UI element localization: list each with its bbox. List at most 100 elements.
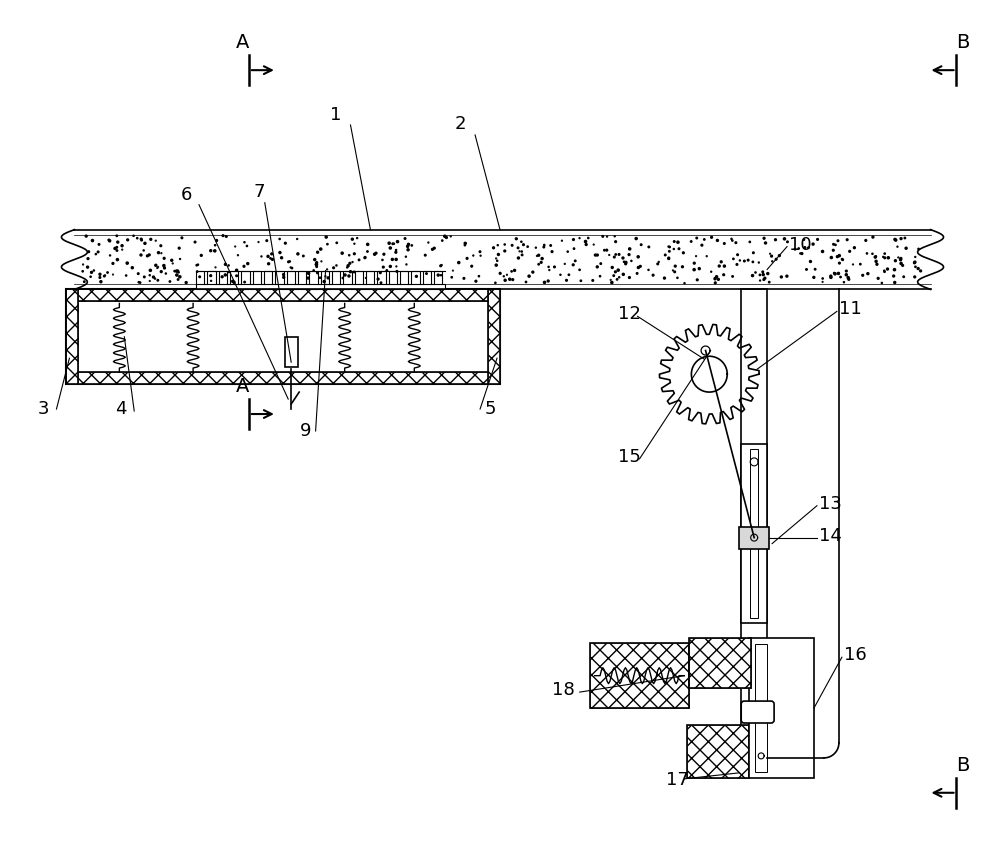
Point: [675, 246, 691, 260]
Point: [342, 265, 358, 279]
Point: [606, 251, 622, 264]
Point: [420, 235, 436, 249]
Point: [531, 257, 547, 271]
Point: [418, 267, 434, 280]
Point: [674, 260, 690, 273]
Point: [148, 234, 164, 247]
Point: [379, 264, 395, 278]
Point: [907, 260, 923, 273]
Point: [170, 264, 186, 278]
Point: [810, 233, 826, 246]
Point: [148, 258, 164, 272]
Point: [829, 250, 845, 263]
Point: [316, 275, 332, 289]
Point: [328, 259, 344, 273]
Point: [609, 273, 625, 286]
Point: [404, 239, 420, 252]
Point: [505, 273, 521, 286]
Point: [907, 256, 923, 269]
Text: B: B: [956, 756, 969, 775]
Point: [536, 238, 552, 252]
Point: [150, 273, 166, 287]
Point: [529, 249, 545, 262]
Point: [815, 275, 831, 289]
Point: [360, 238, 376, 252]
Point: [374, 253, 390, 267]
Point: [656, 271, 672, 284]
Point: [732, 254, 748, 268]
Point: [755, 265, 771, 279]
Point: [301, 267, 317, 280]
Point: [800, 241, 816, 254]
Point: [552, 268, 568, 282]
Point: [236, 235, 252, 249]
Point: [156, 259, 172, 273]
Point: [586, 238, 602, 252]
Point: [203, 244, 219, 257]
Point: [345, 255, 361, 268]
Point: [143, 233, 159, 246]
Point: [84, 266, 100, 279]
Point: [424, 242, 440, 256]
Point: [307, 253, 323, 267]
Point: [798, 262, 814, 276]
Point: [290, 247, 306, 261]
Point: [444, 271, 460, 284]
Point: [490, 239, 506, 252]
Text: 4: 4: [116, 400, 127, 418]
Point: [910, 262, 926, 275]
Point: [417, 248, 433, 262]
Point: [595, 230, 611, 243]
Text: 11: 11: [839, 300, 862, 318]
Point: [745, 269, 761, 283]
Text: 2: 2: [454, 115, 466, 133]
Bar: [750, 449, 758, 619]
Point: [473, 249, 489, 262]
Point: [806, 271, 822, 284]
Point: [606, 269, 622, 283]
Text: 16: 16: [844, 647, 867, 664]
Point: [400, 240, 416, 253]
Point: [896, 270, 912, 284]
Point: [284, 262, 300, 275]
Text: A: A: [236, 33, 250, 52]
Bar: [687, 725, 749, 778]
Point: [346, 265, 362, 279]
Bar: [741, 289, 767, 758]
Point: [827, 238, 843, 252]
Point: [93, 275, 109, 289]
Point: [137, 236, 153, 250]
Point: [313, 242, 329, 256]
Point: [158, 267, 174, 280]
Bar: [739, 527, 769, 549]
Point: [508, 232, 524, 246]
Point: [131, 275, 147, 289]
Point: [724, 234, 740, 247]
Point: [312, 271, 328, 284]
Point: [340, 259, 356, 273]
Point: [319, 262, 335, 276]
Point: [514, 245, 530, 258]
Point: [457, 236, 473, 250]
Point: [616, 255, 632, 268]
Point: [622, 242, 638, 256]
Point: [86, 264, 102, 278]
Point: [80, 260, 96, 273]
Point: [497, 273, 513, 287]
Point: [497, 244, 513, 257]
Point: [215, 229, 231, 242]
Text: 10: 10: [789, 235, 812, 253]
Point: [823, 269, 839, 283]
Point: [75, 264, 91, 278]
Point: [736, 254, 752, 268]
Point: [390, 235, 406, 248]
Point: [250, 235, 266, 249]
Point: [375, 260, 391, 273]
Point: [561, 268, 577, 282]
Bar: [590, 643, 689, 708]
Point: [546, 260, 562, 273]
Point: [133, 232, 149, 246]
Point: [260, 250, 276, 263]
Point: [578, 235, 594, 248]
Point: [599, 230, 615, 243]
